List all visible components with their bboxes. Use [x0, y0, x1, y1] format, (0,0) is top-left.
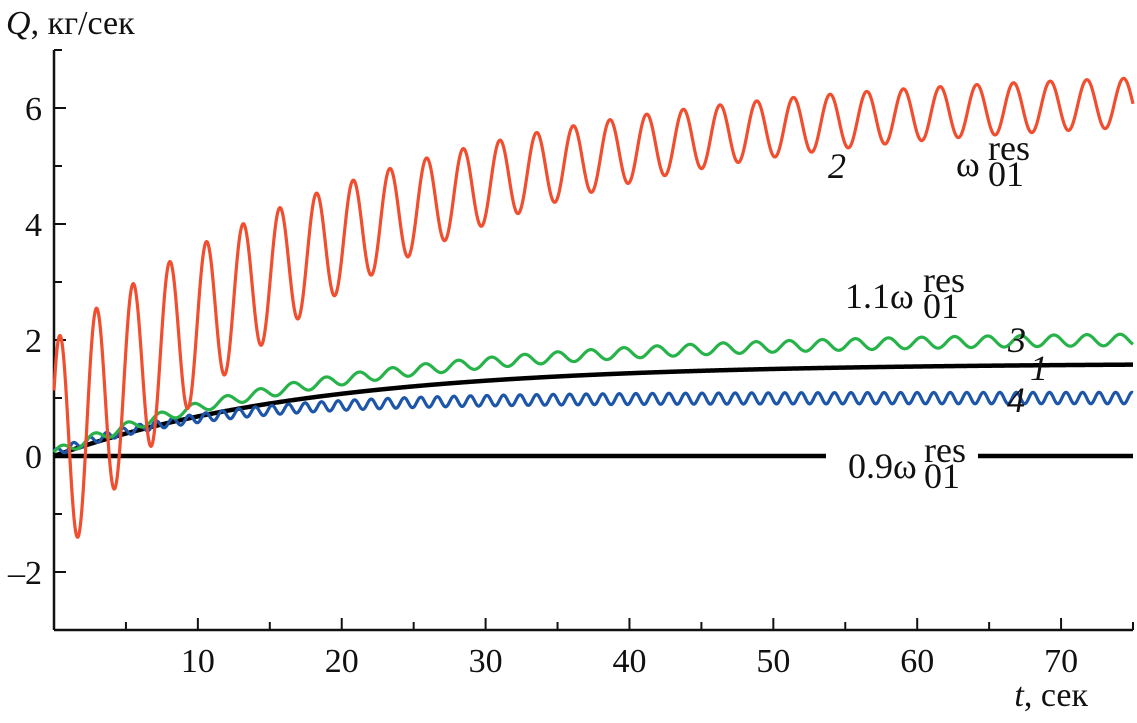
x-tick-label: 50	[756, 643, 790, 680]
freq-res-sub: 01	[988, 154, 1024, 194]
curve-number-1: 1	[1030, 348, 1048, 388]
y-ticks: –2 0 2 4 6	[7, 49, 66, 592]
freq-label-res-bg	[954, 140, 1032, 190]
freq-res-sup: res	[988, 128, 1030, 168]
x-tick-label: 30	[469, 643, 503, 680]
y-tick-label: 4	[25, 207, 42, 244]
series-line-3	[52, 332, 1134, 454]
curve-number-3: 3	[1007, 320, 1026, 360]
freq-1-1-prefix: 1.1	[845, 276, 890, 316]
freq-label-0-9-bg	[826, 440, 978, 492]
y-tick-label: 2	[25, 323, 42, 360]
freq-res-symbol: ω	[956, 144, 980, 184]
x-tick-label: 10	[181, 643, 215, 680]
freq-1-1-text: 1.1ω	[845, 276, 914, 316]
x-tick-label: 60	[900, 643, 934, 680]
x-ticks: 10 20 30 40 50 60 70	[124, 618, 1134, 680]
series-line-4	[52, 390, 1134, 455]
freq-label-0-9: 0.9ω res 01	[826, 430, 978, 496]
y-tick-label: 6	[25, 91, 42, 128]
freq-label-res: ω res 01	[954, 128, 1032, 194]
series-line-2	[52, 76, 1135, 539]
freq-1-1-symbol: ω	[890, 276, 914, 316]
x-tick-label: 70	[1044, 643, 1078, 680]
x-axis-unit: , сек	[1024, 677, 1089, 714]
freq-1-1-sub: 01	[923, 286, 959, 326]
y-tick-label: –2	[7, 555, 42, 592]
x-tick-label: 20	[325, 643, 359, 680]
y-axis-unit: , кг/сек	[31, 5, 136, 42]
freq-1-1-sup: res	[923, 260, 965, 300]
freq-0-9-sub: 01	[924, 456, 960, 496]
series-group	[52, 76, 1135, 539]
freq-0-9-text: 0.9ω	[848, 446, 917, 486]
y-tick-label: 0	[25, 439, 42, 476]
freq-0-9-prefix: 0.9	[848, 446, 893, 486]
x-tick-label: 40	[612, 643, 646, 680]
x-axis-symbol: t	[1014, 677, 1025, 714]
freq-0-9-symbol: ω	[893, 446, 917, 486]
freq-label-1-1: 1.1ω res 01	[845, 260, 965, 326]
series-line-1	[52, 362, 1135, 459]
freq-label-res-text: ω	[956, 144, 980, 184]
y-axis-title: Q, кг/сек	[6, 5, 135, 42]
curve-number-4: 4	[1007, 380, 1025, 420]
freq-0-9-sup: res	[924, 430, 966, 470]
curve-number-2: 2	[828, 146, 846, 186]
x-axis-title: t, сек	[1014, 677, 1088, 714]
y-axis-symbol: Q	[6, 5, 31, 42]
